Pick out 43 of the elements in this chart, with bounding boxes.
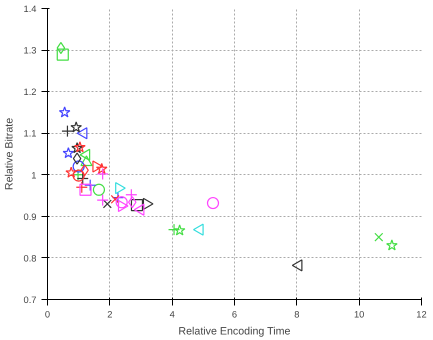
x-tick-label: 4 xyxy=(170,310,175,320)
point xyxy=(374,232,384,242)
point xyxy=(174,224,186,236)
y-tick-label: 1.4 xyxy=(24,4,36,14)
point xyxy=(74,141,86,152)
point xyxy=(79,184,92,196)
point xyxy=(110,194,120,204)
x-tick-label: 6 xyxy=(232,310,238,320)
point xyxy=(92,184,106,196)
y-axis-title: Relative Bitrate xyxy=(4,118,16,190)
y-tick-label: 0.9 xyxy=(24,212,36,222)
point xyxy=(96,162,108,174)
point xyxy=(56,48,69,61)
x-tick-label: 0 xyxy=(44,310,50,320)
y-tick-label: 0.7 xyxy=(24,295,36,305)
point xyxy=(65,166,78,178)
y-tick-label: 1.1 xyxy=(24,128,36,139)
point xyxy=(72,160,85,173)
point xyxy=(80,164,89,176)
point xyxy=(102,199,112,208)
x-tick-label: 12 xyxy=(416,310,427,320)
point xyxy=(70,121,82,132)
point xyxy=(76,181,88,194)
x-axis-title: Relative Encoding Time xyxy=(178,326,290,338)
x-tick-label: 10 xyxy=(354,310,364,320)
point xyxy=(128,196,137,208)
point xyxy=(116,196,128,208)
x-tick-label: 2 xyxy=(107,310,112,320)
y-tick-label: 0.8 xyxy=(24,253,36,264)
point xyxy=(61,125,74,138)
point xyxy=(168,224,180,236)
point xyxy=(80,148,90,161)
point xyxy=(71,142,83,154)
point xyxy=(58,106,70,118)
y-tick-label: 1 xyxy=(31,170,37,180)
point xyxy=(130,199,144,212)
point xyxy=(206,196,220,210)
x-tick-label: 8 xyxy=(294,310,300,320)
point xyxy=(62,147,74,158)
point xyxy=(386,239,398,251)
point xyxy=(80,155,93,166)
y-tick-label: 1.3 xyxy=(24,46,36,56)
y-tick-label: 1.2 xyxy=(24,87,36,98)
